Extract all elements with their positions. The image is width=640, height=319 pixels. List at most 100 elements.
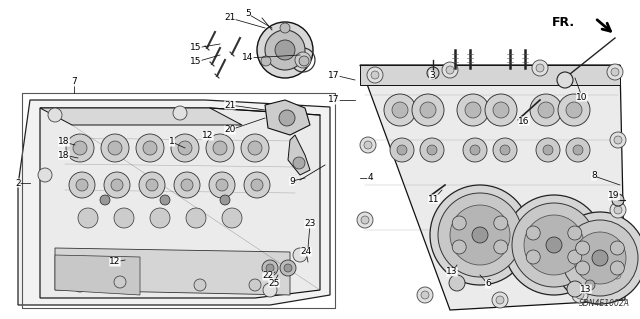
Circle shape bbox=[111, 179, 123, 191]
Circle shape bbox=[568, 226, 582, 240]
Circle shape bbox=[114, 276, 126, 288]
Circle shape bbox=[554, 212, 640, 304]
Circle shape bbox=[213, 141, 227, 155]
Text: 11: 11 bbox=[428, 195, 440, 204]
Circle shape bbox=[248, 141, 262, 155]
Circle shape bbox=[143, 141, 157, 155]
Circle shape bbox=[463, 138, 487, 162]
Circle shape bbox=[100, 195, 110, 205]
Circle shape bbox=[78, 208, 98, 228]
Circle shape bbox=[361, 216, 369, 224]
Circle shape bbox=[251, 179, 263, 191]
Circle shape bbox=[417, 287, 433, 303]
Polygon shape bbox=[360, 65, 625, 310]
Polygon shape bbox=[288, 135, 310, 175]
Circle shape bbox=[585, 280, 595, 290]
Circle shape bbox=[566, 138, 590, 162]
Circle shape bbox=[538, 102, 554, 118]
Circle shape bbox=[611, 68, 619, 76]
Circle shape bbox=[438, 193, 522, 277]
Circle shape bbox=[546, 237, 562, 253]
Circle shape bbox=[261, 56, 271, 66]
Circle shape bbox=[610, 202, 626, 218]
Circle shape bbox=[524, 215, 584, 275]
Circle shape bbox=[492, 292, 508, 308]
Circle shape bbox=[607, 64, 623, 80]
Circle shape bbox=[114, 208, 134, 228]
Text: 18: 18 bbox=[58, 151, 70, 160]
Circle shape bbox=[562, 220, 638, 296]
Circle shape bbox=[392, 102, 408, 118]
Circle shape bbox=[493, 102, 509, 118]
Circle shape bbox=[220, 195, 230, 205]
Circle shape bbox=[512, 203, 596, 287]
Text: 20: 20 bbox=[224, 125, 236, 135]
Circle shape bbox=[420, 102, 436, 118]
Circle shape bbox=[427, 67, 439, 79]
Circle shape bbox=[288, 111, 302, 125]
Text: 21: 21 bbox=[224, 13, 236, 23]
Circle shape bbox=[280, 23, 290, 33]
Circle shape bbox=[390, 138, 414, 162]
Circle shape bbox=[257, 22, 313, 78]
Text: SDN4E1002A: SDN4E1002A bbox=[579, 299, 630, 308]
Text: 15: 15 bbox=[190, 57, 202, 66]
Circle shape bbox=[566, 102, 582, 118]
Circle shape bbox=[449, 275, 465, 291]
Circle shape bbox=[465, 102, 481, 118]
Text: 12: 12 bbox=[202, 131, 214, 140]
Circle shape bbox=[543, 145, 553, 155]
Text: 17: 17 bbox=[328, 95, 340, 105]
Circle shape bbox=[171, 134, 199, 162]
Circle shape bbox=[420, 138, 444, 162]
Circle shape bbox=[249, 279, 261, 291]
Circle shape bbox=[101, 134, 129, 162]
Circle shape bbox=[536, 138, 560, 162]
Circle shape bbox=[371, 71, 379, 79]
Circle shape bbox=[450, 205, 510, 265]
Circle shape bbox=[427, 145, 437, 155]
Circle shape bbox=[266, 264, 274, 272]
Text: 10: 10 bbox=[576, 93, 588, 101]
Circle shape bbox=[241, 134, 269, 162]
Circle shape bbox=[526, 250, 540, 264]
Circle shape bbox=[614, 206, 622, 214]
Circle shape bbox=[284, 264, 292, 272]
Polygon shape bbox=[55, 255, 140, 295]
Circle shape bbox=[494, 216, 508, 230]
Text: 17: 17 bbox=[328, 70, 340, 79]
Circle shape bbox=[592, 250, 608, 266]
Circle shape bbox=[526, 226, 540, 240]
Text: 25: 25 bbox=[268, 278, 280, 287]
Circle shape bbox=[536, 64, 544, 72]
Circle shape bbox=[568, 250, 582, 264]
Text: 21: 21 bbox=[224, 100, 236, 109]
Circle shape bbox=[66, 134, 94, 162]
Circle shape bbox=[104, 172, 130, 198]
Circle shape bbox=[384, 94, 416, 126]
Circle shape bbox=[612, 194, 624, 206]
Text: 19: 19 bbox=[608, 191, 620, 201]
Circle shape bbox=[613, 271, 621, 279]
Circle shape bbox=[574, 232, 626, 284]
Circle shape bbox=[295, 52, 311, 68]
Circle shape bbox=[38, 168, 52, 182]
Circle shape bbox=[293, 248, 307, 262]
Circle shape bbox=[457, 94, 489, 126]
Circle shape bbox=[504, 195, 604, 295]
Circle shape bbox=[470, 145, 480, 155]
Circle shape bbox=[576, 291, 584, 299]
Circle shape bbox=[206, 134, 234, 162]
Text: 14: 14 bbox=[243, 54, 253, 63]
Text: 9: 9 bbox=[289, 176, 295, 186]
Circle shape bbox=[293, 157, 305, 169]
Circle shape bbox=[558, 94, 590, 126]
Circle shape bbox=[575, 241, 589, 255]
Circle shape bbox=[430, 185, 530, 285]
Text: 13: 13 bbox=[580, 285, 592, 293]
Circle shape bbox=[108, 141, 122, 155]
Circle shape bbox=[567, 281, 583, 297]
Circle shape bbox=[557, 72, 573, 88]
Circle shape bbox=[146, 179, 158, 191]
Circle shape bbox=[186, 208, 206, 228]
